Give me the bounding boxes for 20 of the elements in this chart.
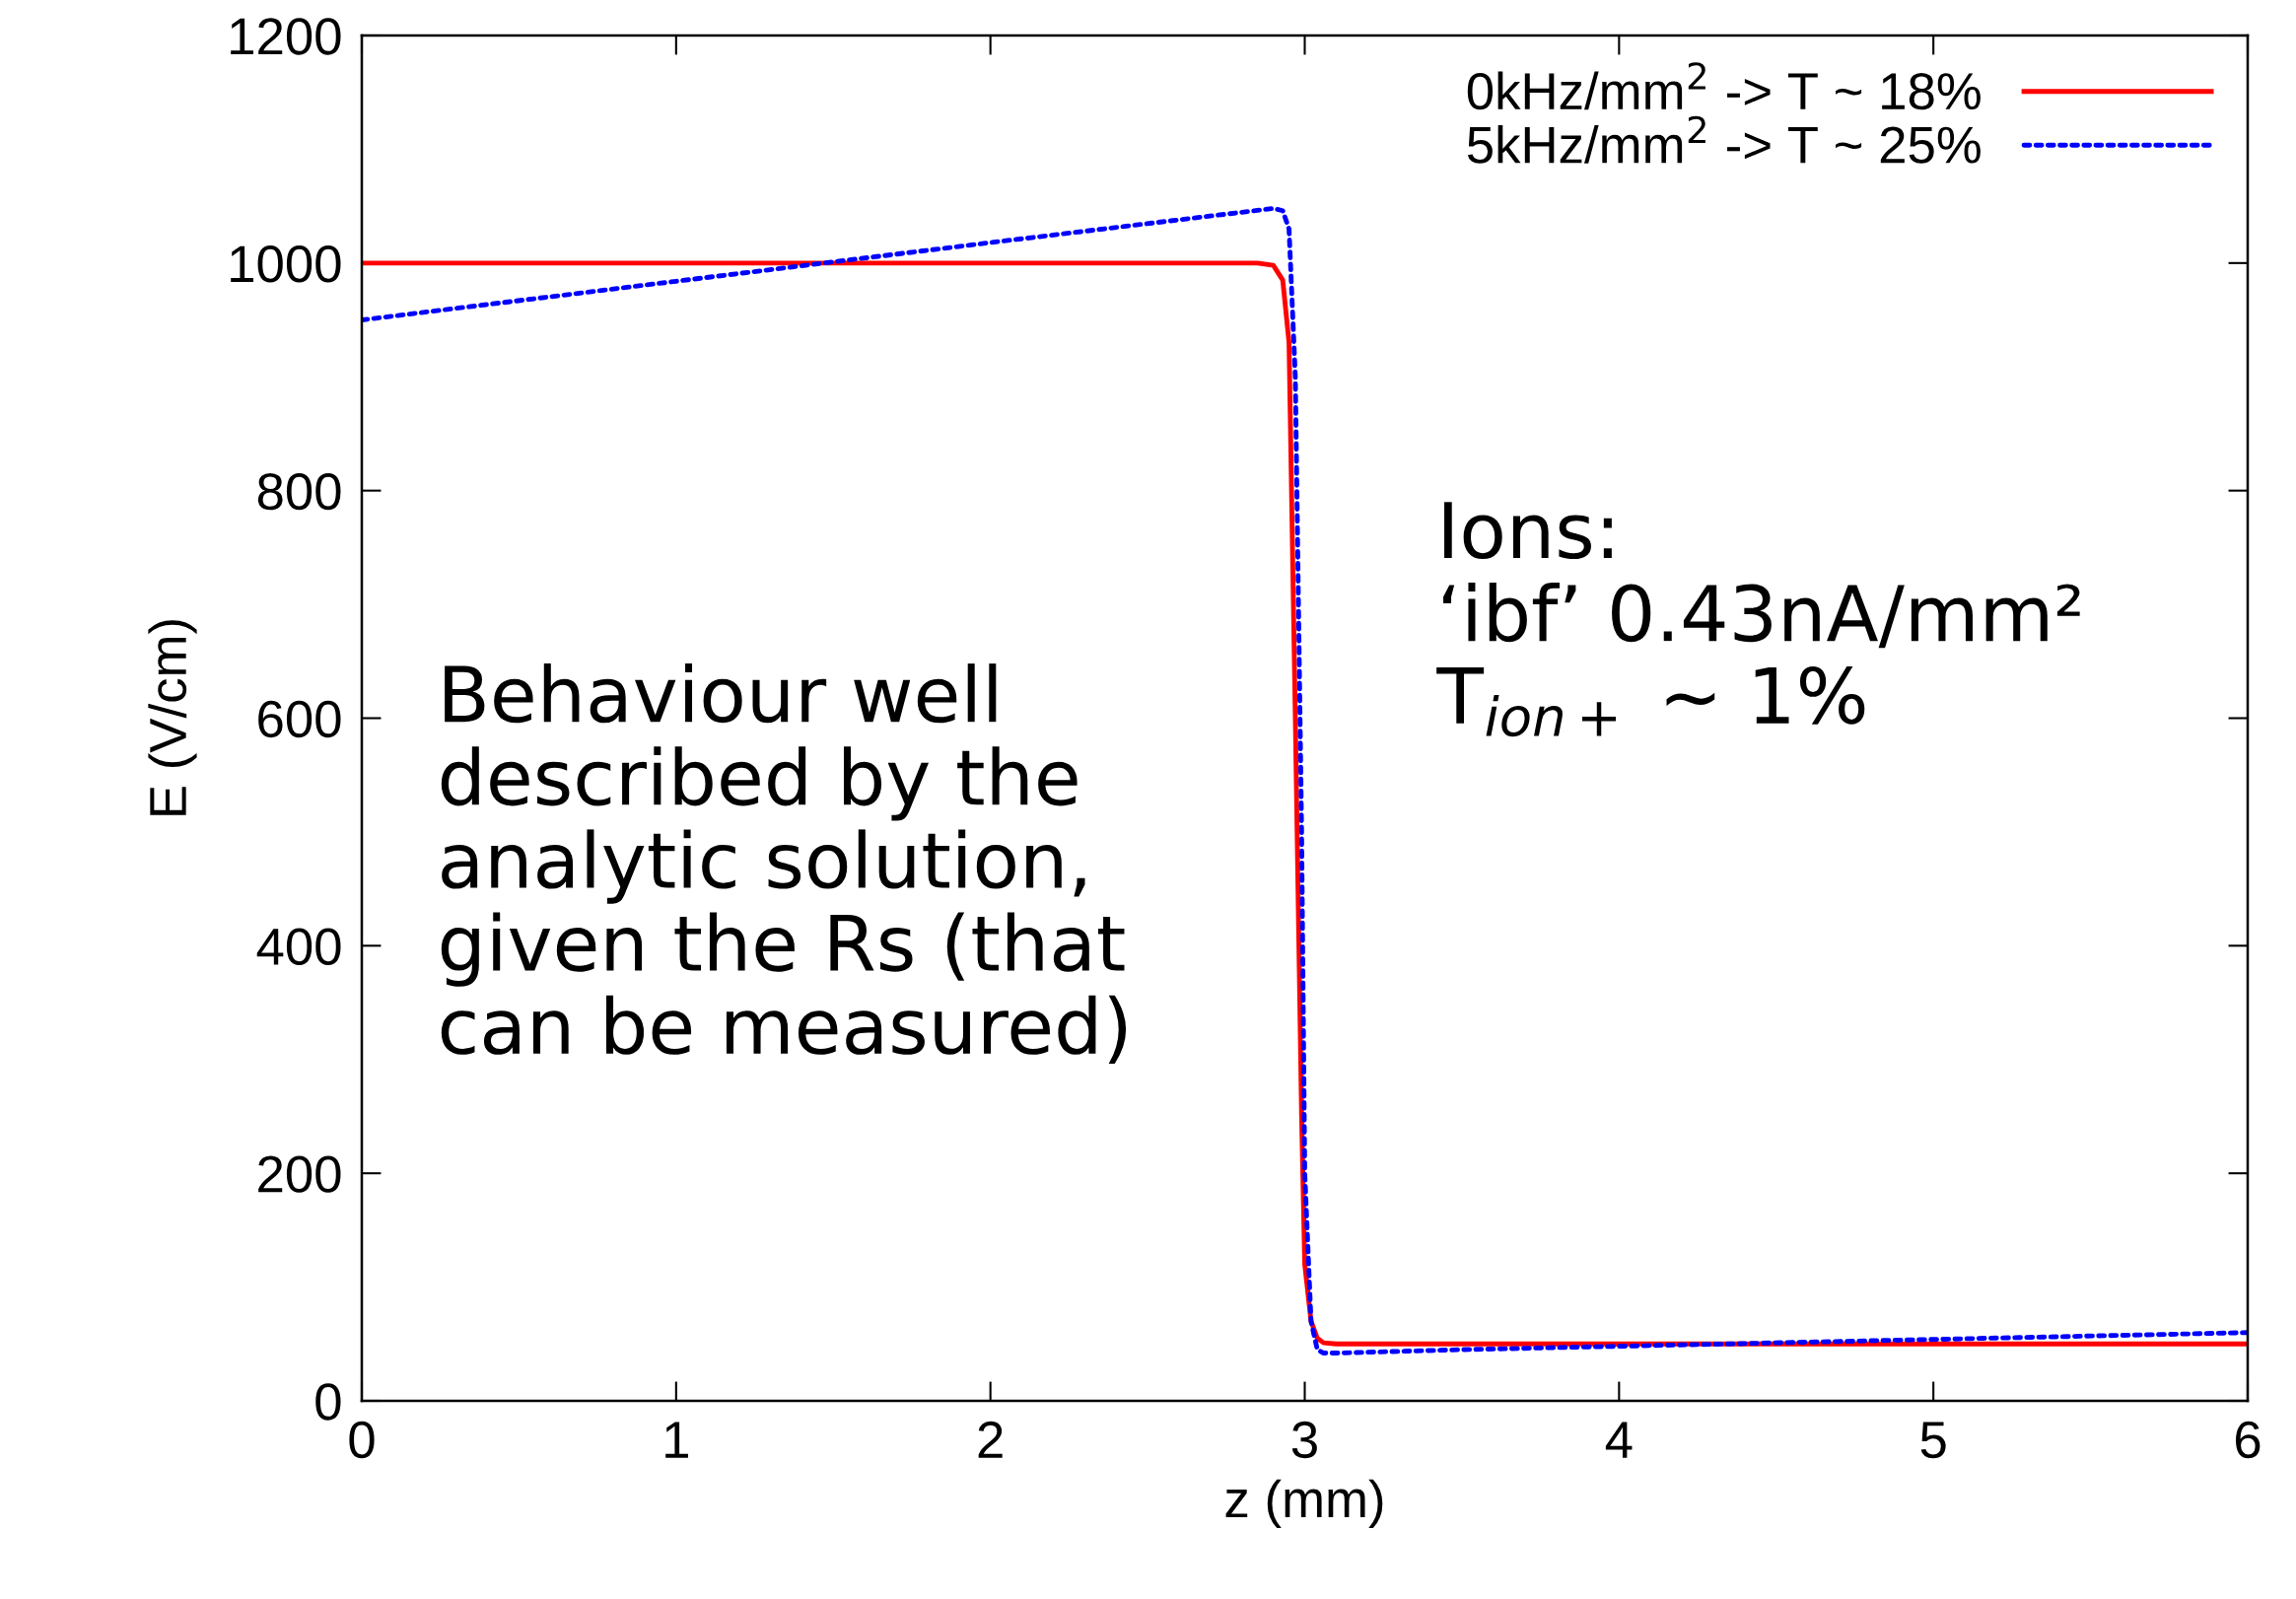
legend-label: 5kHz/mm$^{2}$ -> T ~ 25% [1467, 115, 1981, 164]
x-tick-label: 3 [1291, 1421, 1317, 1459]
y-tick-label: 1000 [231, 245, 341, 283]
y-tick-label: 400 [256, 928, 341, 965]
x-tick-label: 6 [2236, 1421, 2261, 1459]
y-axis-title: E (V/cm) [148, 620, 197, 815]
legend-label: 0kHz/mm$^{2}$ -> T ~ 18% [1467, 62, 1981, 110]
x-tick-label: 1 [665, 1422, 688, 1458]
y-tick-label: 1200 [231, 18, 341, 55]
y-tick-label: 0 [315, 1383, 341, 1421]
y-tick-label: 200 [258, 1155, 341, 1193]
x-axis-title: z (mm) [1225, 1479, 1383, 1528]
annotation: Ions: ‘ibf’ 0.43nA/mm² T$_{ion+}$ ~ 1% [1436, 502, 2080, 737]
x-tick-label: 0 [349, 1421, 375, 1459]
y-tick-label: 600 [258, 700, 341, 738]
annotation: Behaviour well described by the analytic solution, given the Rs (that can be measured) [441, 663, 1127, 1065]
x-tick-label: 4 [1605, 1422, 1633, 1458]
y-tick-label: 800 [257, 472, 341, 511]
x-tick-label: 5 [1920, 1422, 1946, 1459]
x-tick-label: 2 [978, 1421, 1003, 1458]
